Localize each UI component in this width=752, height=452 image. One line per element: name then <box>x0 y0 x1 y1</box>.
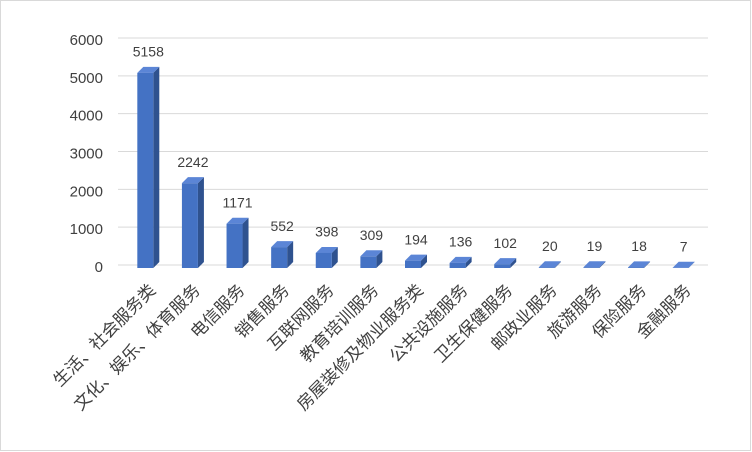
bar <box>137 72 154 268</box>
data-label: 19 <box>587 238 603 254</box>
bar-top <box>672 261 695 268</box>
bar-side <box>331 246 338 268</box>
bar-side <box>465 256 472 268</box>
bar <box>181 183 198 268</box>
bar-top <box>538 261 561 268</box>
y-tick-label: 3000 <box>70 145 103 162</box>
y-tick-label: 0 <box>95 259 103 276</box>
bar-side <box>688 261 695 268</box>
bar-side <box>376 250 383 268</box>
bar <box>405 260 421 268</box>
bar-top <box>226 217 249 224</box>
bar-side <box>421 254 427 268</box>
y-tick-label: 4000 <box>70 108 103 125</box>
bar-top <box>181 177 204 184</box>
data-label: 7 <box>680 238 688 254</box>
bar-side <box>197 177 204 268</box>
bar-top <box>405 254 427 261</box>
bar-side <box>554 261 561 268</box>
bar-top <box>628 261 651 268</box>
bar <box>360 256 377 268</box>
bar <box>583 267 600 268</box>
bar <box>538 267 555 268</box>
data-label: 2242 <box>177 154 208 170</box>
bar-top <box>137 66 160 73</box>
y-tick-label: 5000 <box>70 70 103 87</box>
data-label: 20 <box>542 238 558 254</box>
data-label: 102 <box>494 235 518 251</box>
bar-side <box>599 261 606 268</box>
bar-top <box>449 256 472 263</box>
data-label: 194 <box>404 231 428 247</box>
bar-side <box>153 66 160 268</box>
data-label: 398 <box>315 224 339 240</box>
bar-top <box>360 250 383 257</box>
bar-top <box>494 258 517 265</box>
data-label: 309 <box>360 227 384 243</box>
bar <box>226 223 243 268</box>
bar <box>628 267 645 268</box>
y-tick-label: 2000 <box>70 183 103 200</box>
bar <box>315 252 332 268</box>
bar-top <box>271 241 294 248</box>
bar <box>449 262 466 268</box>
bar-side <box>644 261 651 268</box>
bar-top <box>583 261 606 268</box>
y-tick-label: 1000 <box>70 221 103 238</box>
data-label: 18 <box>631 238 647 254</box>
data-label: 1171 <box>222 194 252 210</box>
data-label: 136 <box>449 234 473 250</box>
bar-top <box>315 246 338 253</box>
bar-side <box>242 217 249 268</box>
data-label: 5158 <box>133 44 164 60</box>
bar-side <box>287 241 294 268</box>
data-label: 552 <box>270 218 294 234</box>
y-tick-label: 6000 <box>70 32 103 49</box>
bar-side <box>510 258 517 268</box>
bar <box>271 247 288 268</box>
bar <box>494 264 511 268</box>
